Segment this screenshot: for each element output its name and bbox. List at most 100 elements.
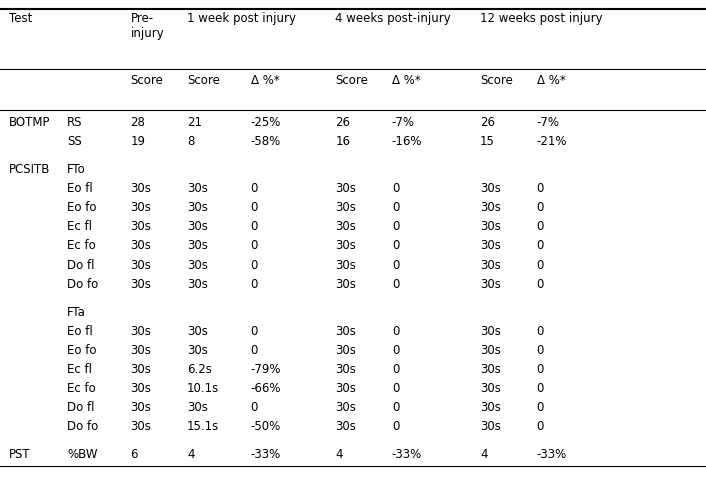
Text: %BW: %BW — [67, 447, 97, 460]
Text: Ec fo: Ec fo — [67, 381, 96, 394]
Text: 0: 0 — [251, 324, 258, 337]
Text: Δ %*: Δ %* — [392, 74, 421, 87]
Text: 30s: 30s — [480, 201, 501, 214]
Text: 16: 16 — [335, 135, 350, 148]
Text: -16%: -16% — [392, 135, 422, 148]
Text: 21: 21 — [187, 116, 202, 129]
Text: 30s: 30s — [187, 277, 208, 290]
Text: 30s: 30s — [335, 400, 357, 413]
Text: 30s: 30s — [131, 324, 152, 337]
Text: Ec fl: Ec fl — [67, 220, 92, 233]
Text: Score: Score — [335, 74, 369, 87]
Text: 30s: 30s — [480, 400, 501, 413]
Text: 0: 0 — [392, 201, 399, 214]
Text: 30s: 30s — [480, 343, 501, 356]
Text: -25%: -25% — [251, 116, 281, 129]
Text: 30s: 30s — [480, 381, 501, 394]
Text: Score: Score — [131, 74, 164, 87]
Text: 0: 0 — [251, 343, 258, 356]
Text: 15: 15 — [480, 135, 495, 148]
Text: -33%: -33% — [392, 447, 422, 460]
Text: -21%: -21% — [537, 135, 567, 148]
Text: 0: 0 — [392, 381, 399, 394]
Text: 12 weeks post injury: 12 weeks post injury — [480, 12, 603, 25]
Text: 6: 6 — [131, 447, 138, 460]
Text: 30s: 30s — [187, 343, 208, 356]
Text: 30s: 30s — [335, 258, 357, 271]
Text: 1 week post injury: 1 week post injury — [187, 12, 296, 25]
Text: 0: 0 — [537, 362, 544, 375]
Text: 0: 0 — [251, 277, 258, 290]
Text: 30s: 30s — [335, 220, 357, 233]
Text: Score: Score — [480, 74, 513, 87]
Text: SS: SS — [67, 135, 82, 148]
Text: 0: 0 — [537, 182, 544, 195]
Text: 30s: 30s — [187, 182, 208, 195]
Text: 30s: 30s — [480, 258, 501, 271]
Text: 0: 0 — [392, 239, 399, 252]
Text: 30s: 30s — [335, 201, 357, 214]
Text: -7%: -7% — [392, 116, 415, 129]
Text: 30s: 30s — [187, 220, 208, 233]
Text: FTo: FTo — [67, 163, 86, 176]
Text: PST: PST — [9, 447, 31, 460]
Text: 0: 0 — [251, 201, 258, 214]
Text: 0: 0 — [537, 277, 544, 290]
Text: Ec fo: Ec fo — [67, 239, 96, 252]
Text: 26: 26 — [480, 116, 495, 129]
Text: 30s: 30s — [335, 277, 357, 290]
Text: 30s: 30s — [335, 324, 357, 337]
Text: 0: 0 — [392, 258, 399, 271]
Text: 10.1s: 10.1s — [187, 381, 220, 394]
Text: Do fo: Do fo — [67, 277, 98, 290]
Text: -33%: -33% — [251, 447, 281, 460]
Text: 28: 28 — [131, 116, 145, 129]
Text: 8: 8 — [187, 135, 194, 148]
Text: 30s: 30s — [187, 239, 208, 252]
Text: 30s: 30s — [335, 419, 357, 432]
Text: 30s: 30s — [131, 258, 152, 271]
Text: 30s: 30s — [131, 201, 152, 214]
Text: Pre-
injury: Pre- injury — [131, 12, 164, 40]
Text: 30s: 30s — [480, 182, 501, 195]
Text: 30s: 30s — [335, 381, 357, 394]
Text: 30s: 30s — [480, 419, 501, 432]
Text: 0: 0 — [537, 201, 544, 214]
Text: 30s: 30s — [131, 220, 152, 233]
Text: 30s: 30s — [187, 258, 208, 271]
Text: 0: 0 — [392, 362, 399, 375]
Text: 0: 0 — [537, 239, 544, 252]
Text: 30s: 30s — [480, 277, 501, 290]
Text: Score: Score — [187, 74, 220, 87]
Text: 0: 0 — [392, 343, 399, 356]
Text: 30s: 30s — [480, 324, 501, 337]
Text: 30s: 30s — [131, 400, 152, 413]
Text: 0: 0 — [392, 220, 399, 233]
Text: 0: 0 — [251, 239, 258, 252]
Text: 6.2s: 6.2s — [187, 362, 212, 375]
Text: Test: Test — [9, 12, 32, 25]
Text: 30s: 30s — [480, 220, 501, 233]
Text: FTa: FTa — [67, 305, 86, 318]
Text: -33%: -33% — [537, 447, 567, 460]
Text: 30s: 30s — [131, 182, 152, 195]
Text: PCSITB: PCSITB — [9, 163, 51, 176]
Text: 30s: 30s — [131, 381, 152, 394]
Text: 0: 0 — [251, 182, 258, 195]
Text: Do fl: Do fl — [67, 258, 95, 271]
Text: Δ %*: Δ %* — [251, 74, 280, 87]
Text: 4: 4 — [335, 447, 343, 460]
Text: Eo fl: Eo fl — [67, 182, 92, 195]
Text: 0: 0 — [392, 400, 399, 413]
Text: Eo fl: Eo fl — [67, 324, 92, 337]
Text: 30s: 30s — [187, 400, 208, 413]
Text: -58%: -58% — [251, 135, 281, 148]
Text: 15.1s: 15.1s — [187, 419, 220, 432]
Text: 30s: 30s — [480, 362, 501, 375]
Text: Δ %*: Δ %* — [537, 74, 566, 87]
Text: 30s: 30s — [131, 343, 152, 356]
Text: Eo fo: Eo fo — [67, 201, 97, 214]
Text: 30s: 30s — [335, 239, 357, 252]
Text: 30s: 30s — [131, 419, 152, 432]
Text: -66%: -66% — [251, 381, 281, 394]
